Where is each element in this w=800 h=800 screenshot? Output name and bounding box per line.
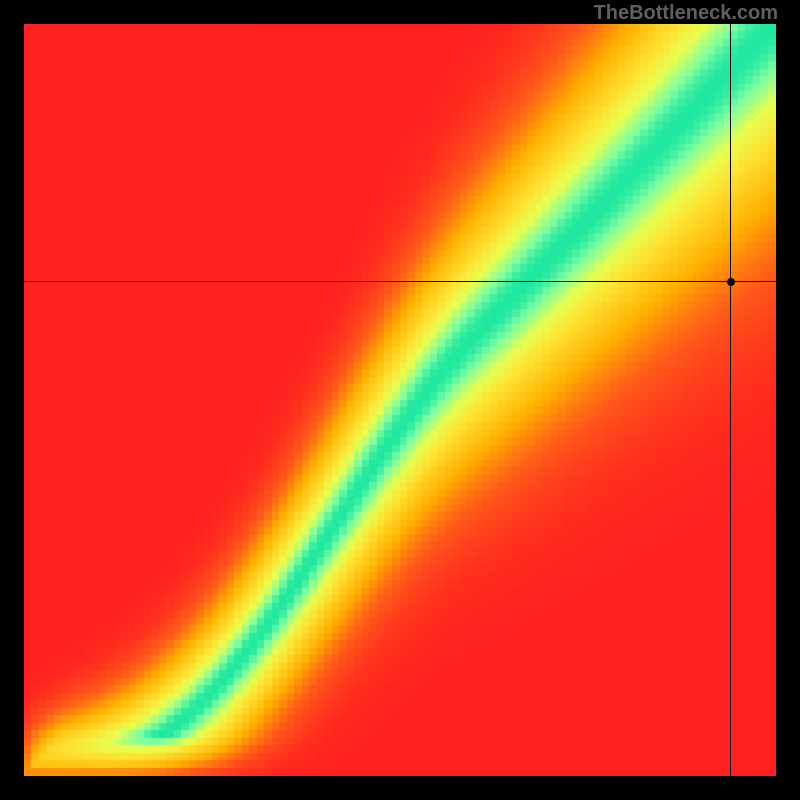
crosshair-horizontal [0,281,800,282]
watermark-label: TheBottleneck.com [594,2,778,25]
crosshair-marker [727,278,735,286]
crosshair-vertical [730,0,731,800]
chart-container: TheBottleneck.com [0,0,800,800]
bottleneck-heatmap [24,24,776,776]
